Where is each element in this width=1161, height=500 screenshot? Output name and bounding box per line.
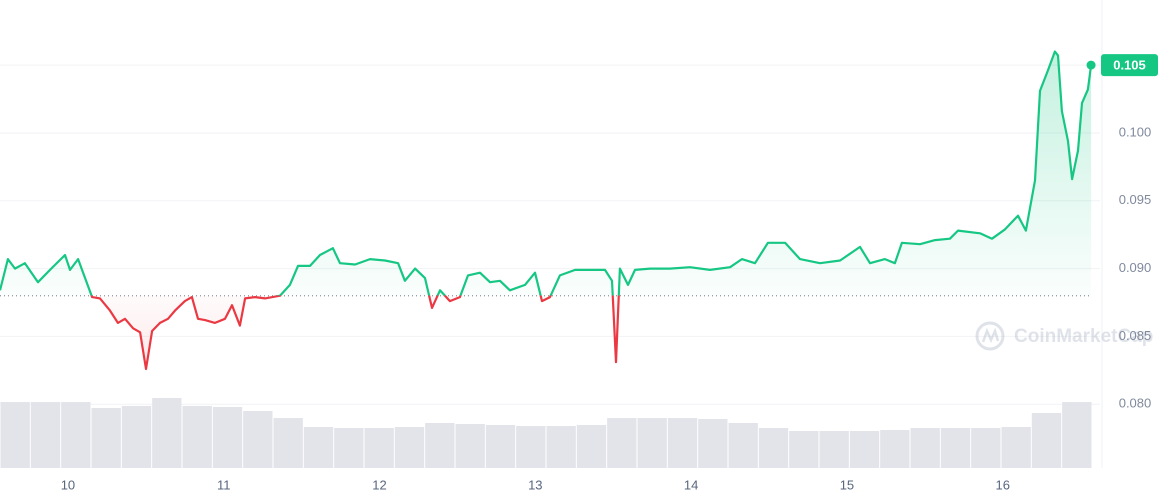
volume-bar (1062, 402, 1092, 468)
volume-bar (1031, 413, 1062, 468)
volume-bar (667, 418, 698, 468)
price-badge (1101, 54, 1158, 77)
price-line (0, 50, 1093, 371)
x-tick-label: 10 (61, 477, 75, 492)
last-point (1086, 60, 1096, 70)
x-tick-label: 15 (840, 477, 854, 492)
volume-bar (243, 411, 273, 468)
volume-bar (394, 427, 425, 468)
y-tick-label: 0.080 (1119, 396, 1152, 411)
volume-bar (849, 431, 880, 468)
volume-bar (940, 428, 971, 468)
x-tick-label: 11 (217, 477, 231, 492)
volume-bar (607, 418, 637, 468)
volume-bar (1001, 427, 1031, 468)
volume-bar (819, 431, 849, 468)
x-tick-label: 12 (372, 477, 386, 492)
volume-bar (30, 402, 61, 468)
volume-bar (698, 419, 728, 468)
volume-bar (455, 424, 485, 468)
x-tick-label: 14 (684, 477, 698, 492)
volume-bar (121, 406, 152, 468)
volume-bar (61, 402, 91, 468)
volume-bar (546, 426, 576, 468)
volume-bar (758, 428, 789, 468)
y-tick-label: 0.100 (1119, 124, 1152, 139)
watermark: CoinMarketCap (975, 321, 1153, 351)
volume-bar (334, 428, 364, 468)
volume-bar (91, 408, 121, 468)
y-tick-label: 0.085 (1119, 328, 1152, 343)
x-tick-label: 16 (995, 477, 1009, 492)
volume-bar (516, 426, 546, 468)
y-tick-label: 0.090 (1119, 260, 1152, 275)
volume-bar (0, 402, 30, 468)
volume-bar (637, 418, 667, 468)
y-tick-label: 0.095 (1119, 192, 1152, 207)
price-area (0, 51, 1092, 369)
volume-bar (910, 428, 940, 468)
volume-bar (152, 398, 182, 468)
volume-bar (303, 427, 334, 468)
volume-bar (364, 428, 394, 468)
volume-bar (273, 418, 303, 468)
volume-bar (728, 423, 758, 468)
price-badge-label: 0.105 (1113, 58, 1146, 73)
volume-bar (880, 430, 910, 468)
volume-bar (182, 406, 212, 468)
volume-bar (971, 428, 1001, 468)
x-tick-label: 13 (528, 477, 542, 492)
volume-bar (576, 425, 607, 468)
watermark-text: CoinMarketCap (1014, 326, 1153, 347)
volume-bar (789, 431, 819, 468)
volume-bar (485, 425, 516, 468)
volume-bar (425, 423, 455, 468)
volume-bar (212, 407, 243, 468)
